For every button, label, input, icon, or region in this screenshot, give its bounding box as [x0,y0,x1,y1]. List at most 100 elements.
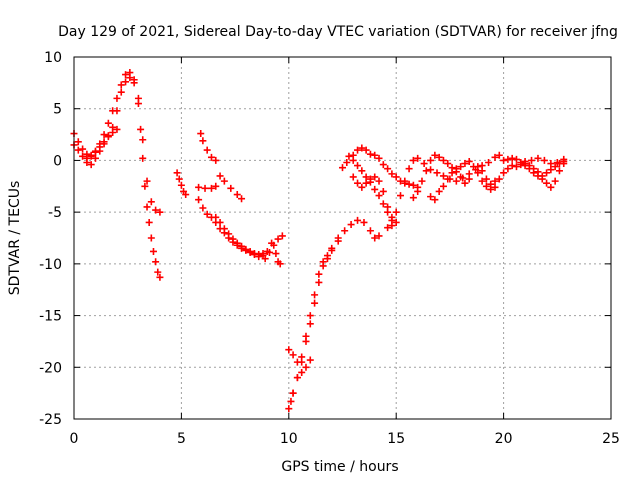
data-point-sat-t [457,163,465,171]
data-point-sat-u [551,163,559,171]
data-point-sat-h [220,177,228,185]
data-point-sat-h [238,195,246,203]
data-point-sat-g [201,184,209,192]
data-point-sat-c [113,125,121,133]
data-point-sat-o [388,170,396,178]
data-point-sat-v [517,158,525,166]
y-tick-label: -25 [39,412,62,428]
data-point-sat-b [122,78,130,86]
data-point-sat-u [547,166,555,174]
data-point-sat-e [195,196,203,204]
data-point-sat-a [137,125,145,133]
data-point-sat-f [197,130,205,138]
y-tick-label: -20 [39,360,62,376]
data-point-sat-t [461,160,469,168]
data-point-sat-p [379,200,387,208]
data-point-sat-s [482,175,490,183]
data-point-sat-b [147,198,155,206]
y-tick-label: -10 [39,257,62,273]
data-point-sat-m [289,351,297,359]
data-point-sat-v [500,156,508,164]
data-point-sat-i [212,213,220,221]
data-point-sat-a [156,273,164,281]
data-point-sat-i [250,251,258,259]
data-point-sat-a [141,182,149,190]
data-point-sat-r [491,153,499,161]
data-point-sat-u [495,175,503,183]
y-tick-label: 0 [53,153,62,169]
data-point-sat-p [371,185,379,193]
data-point-sat-j [278,232,286,240]
data-point-sat-q [358,183,366,191]
data-point-sat-b [117,88,125,96]
data-point-sat-m [334,234,342,242]
data-point-sat-t [427,193,435,201]
data-point-sat-r [405,165,413,173]
data-point-sat-v [508,154,516,162]
data-point-sat-c [91,148,99,156]
data-point-sat-c [87,152,95,160]
data-point-sat-v [534,172,542,180]
data-point-sat-a [143,203,151,211]
data-point-sat-r [388,222,396,230]
data-point-sat-p [354,162,362,170]
data-point-sat-m [302,332,310,340]
data-point-sat-r [409,156,417,164]
data-point-sat-m [311,291,319,299]
data-point-sat-g [195,183,203,191]
data-point-sat-d [173,169,181,177]
data-point-sat-s [439,156,447,164]
data-point-sat-t [448,169,456,177]
data-point-sat-b [79,152,87,160]
data-point-sat-a [79,145,87,153]
data-point-sat-q [375,177,383,185]
x-tick-label: 20 [495,431,513,447]
data-point-sat-s [435,153,443,161]
data-point-sat-r [452,177,460,185]
data-point-sat-n [298,368,306,376]
data-point-sat-b [113,107,121,115]
data-point-sat-i [229,235,237,243]
data-point-sat-v [547,183,555,191]
data-point-sat-n [306,356,314,364]
data-point-sat-w [540,156,548,164]
data-point-sat-f [207,153,215,161]
data-point-sat-i [242,245,250,253]
data-point-sat-o [409,181,417,189]
data-point-sat-t [439,182,447,190]
data-point-sat-i [238,242,246,250]
data-point-sat-r [392,208,400,216]
data-point-sat-r [427,166,435,174]
data-point-sat-q [354,179,362,187]
data-point-sat-r [401,177,409,185]
data-point-sat-j [274,235,282,243]
data-point-sat-l [341,227,349,235]
data-point-sat-v [525,165,533,173]
data-point-sat-e [203,210,211,218]
data-point-sat-q [362,179,370,187]
y-tick-label: -5 [48,205,62,221]
data-point-sat-i [233,239,241,247]
data-point-sat-b [156,208,164,216]
data-point-sat-m [323,252,331,260]
data-point-sat-a [149,247,157,255]
data-point-sat-c [100,138,108,146]
data-point-sat-o [405,180,413,188]
x-tick-label: 25 [602,431,620,447]
data-point-sat-m [285,346,293,354]
data-point-sat-p [349,156,357,164]
data-point-sat-q [388,213,396,221]
data-point-sat-a [122,71,130,79]
data-point-sat-p [375,192,383,200]
data-point-sat-u [474,169,482,177]
data-point-sat-t [465,157,473,165]
data-point-sat-l [306,320,314,328]
data-point-sat-q [371,173,379,181]
data-point-sat-o [362,146,370,154]
data-point-sat-a [104,119,112,127]
y-axis-label: SDTVAR / TECUs [7,181,23,296]
grid-lines [74,57,611,419]
data-point-sat-v [512,155,520,163]
data-point-sat-l [287,397,295,405]
data-point-sat-a [145,218,153,226]
